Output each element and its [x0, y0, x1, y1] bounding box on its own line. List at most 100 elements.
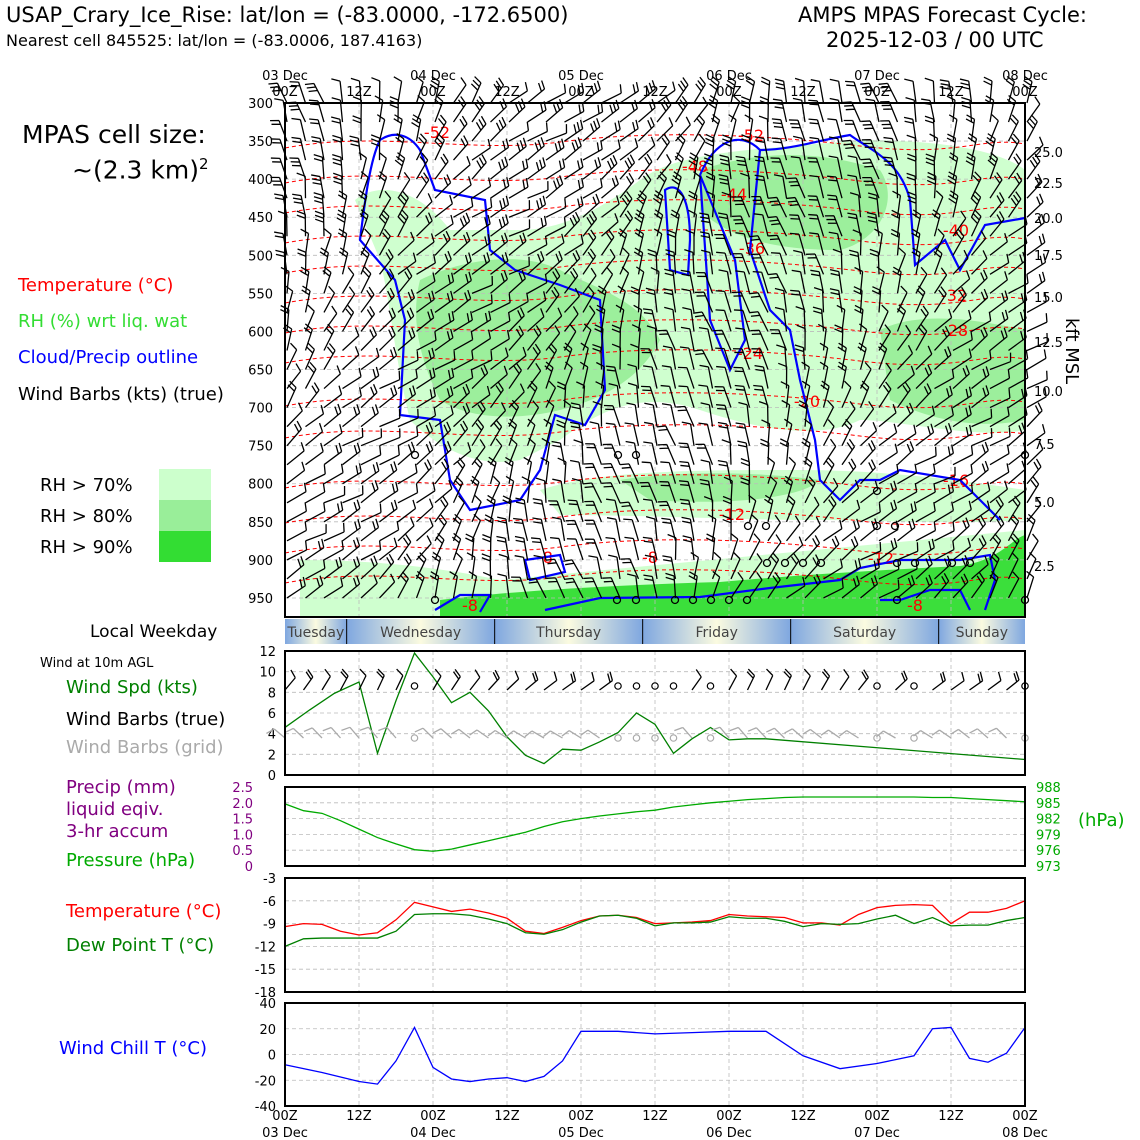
legend-temperature: Temperature (°C): [18, 275, 174, 296]
pressure-tick-label: 650: [248, 364, 273, 379]
wind-barb: [892, 266, 902, 294]
wind-barb: [709, 75, 720, 104]
wind-barb: [760, 438, 770, 465]
wind-barb: [309, 118, 325, 142]
wind-barb: [933, 228, 945, 256]
wind-barb: [674, 95, 689, 123]
wind-barb: [703, 495, 714, 522]
wind-barb: [718, 212, 732, 237]
wind-barb: [545, 380, 557, 408]
wind-barb: [989, 172, 1003, 199]
wind-barb: [360, 247, 370, 275]
wind-barb: [637, 153, 653, 180]
wind-barb: [659, 481, 677, 503]
wind-barb: [1026, 533, 1039, 561]
wind-barb: [679, 498, 695, 522]
wind-barb: [571, 477, 584, 503]
wind-barb: [453, 403, 471, 428]
wind-barb: [678, 385, 695, 408]
temperature-contour-7: [284, 349, 1026, 366]
wind-tick-label: 12: [259, 645, 276, 660]
wind-barb: [878, 480, 898, 504]
wind-barb: [1007, 571, 1020, 599]
wind-barb: [824, 215, 843, 237]
wind-barb: [305, 559, 326, 580]
wind-barb: [490, 138, 510, 161]
wind-barb: [379, 461, 398, 485]
wind-barb: [952, 445, 974, 466]
wind-barb: [770, 157, 788, 180]
wind-barb: [866, 211, 880, 237]
wind-barb: [608, 554, 621, 580]
wind-barb: [305, 538, 325, 561]
wind-barb: [989, 352, 1012, 371]
wind-barb: [878, 304, 889, 332]
precip-tick-label: 2.5: [232, 781, 253, 796]
calm-wind-circle: [742, 595, 752, 605]
wind-barb: [644, 402, 658, 427]
wind-barb: [601, 175, 619, 199]
calm-grid-circle: [410, 734, 419, 742]
wind-barb: [735, 422, 751, 446]
wind-barb: [896, 285, 908, 313]
wind-barb: [925, 153, 936, 180]
wind-barb: [787, 177, 806, 199]
wind-barb: [952, 365, 970, 390]
wind-barb: [397, 327, 416, 351]
wind-barb: [952, 286, 967, 313]
label-precip-2: liquid eqiv.: [66, 799, 164, 820]
wind-barb: [740, 477, 751, 503]
wind-barb: [915, 502, 936, 523]
wind-barb: [349, 135, 362, 161]
wind-barb: [715, 309, 732, 332]
wind-barb: [771, 137, 788, 161]
wind-barb: [627, 363, 640, 389]
wind-barb: [582, 193, 600, 218]
wind-barb: [332, 134, 344, 161]
legend-rh70: RH > 70%: [40, 475, 133, 496]
wind-barb: [305, 502, 326, 523]
wind-barb: [819, 361, 829, 389]
wind-barb: [305, 405, 325, 428]
wind-barb: [735, 327, 751, 351]
wind-barb: [411, 114, 422, 142]
wind-barb: [563, 342, 573, 370]
wind-barb: [286, 540, 308, 561]
wind-barb: [688, 209, 698, 237]
wind-barb-grid: [711, 726, 730, 739]
temp-tick-label: -15: [255, 963, 276, 978]
wind-barb: [622, 481, 640, 503]
wind-barb: [582, 118, 601, 142]
wind-barb: [896, 304, 907, 332]
wind-barb: [1007, 114, 1019, 142]
wind-barb: [822, 419, 835, 446]
wind-barb: [620, 463, 640, 485]
station-title: USAP_Crary_Ice_Rise: lat/lon = (-83.0000…: [6, 3, 569, 27]
wind-barb: [897, 482, 918, 504]
wind-barb-grid: [931, 729, 952, 739]
wind-barb: [331, 78, 344, 104]
wind-barb: [286, 461, 306, 485]
wind-barb: [545, 138, 565, 161]
wind-barb: [552, 478, 566, 503]
wind-barb: [733, 366, 751, 389]
wind-barb: [564, 234, 584, 256]
wind-barb: [634, 228, 645, 256]
wind-barb: [693, 311, 714, 332]
wind-barb: [619, 210, 634, 237]
wind-barb-grid: [729, 726, 748, 739]
wind-barb-grid: [839, 730, 859, 739]
wind-barb: [323, 556, 343, 580]
wind-barb: [711, 570, 721, 599]
wind-barb: [526, 343, 541, 370]
wind-barb: [470, 475, 480, 503]
wind-barb: [871, 286, 882, 313]
wind-barb: [924, 115, 936, 142]
weekday-band: [938, 619, 1025, 644]
wind-barb: [728, 114, 737, 142]
wind-barb: [711, 551, 722, 580]
wind-barb: [623, 518, 640, 542]
wind-barb: [360, 445, 382, 466]
wind-barb: [952, 424, 973, 447]
wind-barb: [545, 250, 563, 275]
